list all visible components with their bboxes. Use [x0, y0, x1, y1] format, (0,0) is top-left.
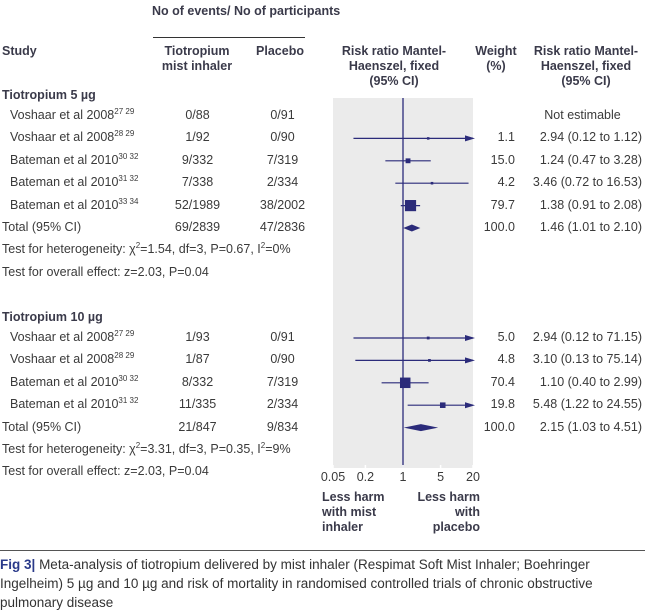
caption-rule — [0, 550, 645, 551]
placebo-events: 7/319 — [266, 152, 299, 167]
tiotropium-events: 52/1989 — [174, 197, 221, 212]
header-events-group: No of events/ No of participants — [152, 4, 341, 18]
x-tick-label: 5 — [437, 470, 445, 484]
ci-arrow — [465, 135, 475, 142]
total-weight: 100.0 — [483, 419, 515, 434]
point-estimate — [405, 158, 411, 164]
tiotropium-events: 1/93 — [185, 330, 210, 344]
xlabel-right: Less harm with placebo — [417, 490, 480, 534]
x-tick-label: 0.05 — [320, 470, 346, 484]
caption-text: Meta-analysis of tiotropium delivered by… — [0, 557, 593, 610]
header-weight: Weight (%) — [475, 44, 517, 73]
ci-arrow — [465, 402, 475, 409]
total-risk-ratio: 2.15 (1.03 to 4.51) — [539, 419, 642, 434]
weight-value: 4.2 — [497, 175, 515, 190]
tiotropium-events: 7/338 — [181, 175, 214, 190]
weight-value: 15.0 — [490, 152, 515, 167]
study-name: Voshaar et al 200828 29 — [10, 351, 135, 367]
risk-ratio-text: 2.94 (0.12 to 1.12) — [539, 130, 642, 145]
point-estimate — [426, 137, 430, 140]
study-name: Bateman et al 201031 32 — [10, 174, 139, 190]
point-estimate — [399, 377, 411, 389]
ci-arrow — [465, 357, 475, 364]
total-tiotropium: 69/2839 — [174, 220, 221, 234]
x-tick-label: 20 — [466, 470, 480, 484]
group-title: Tiotropium 10 µg — [2, 310, 103, 324]
placebo-events: 38/2002 — [259, 197, 306, 212]
placebo-events: 7/319 — [266, 374, 299, 389]
placebo-events: 0/90 — [270, 352, 295, 367]
study-name: Voshaar et al 200828 29 — [10, 129, 135, 145]
header-plot: Risk ratio Mantel-Haenszel, fixed (95% C… — [341, 44, 447, 88]
weight-value: 19.8 — [490, 397, 515, 412]
risk-ratio-text: 3.10 (0.13 to 75.14) — [532, 352, 642, 367]
tiotropium-events: 0/88 — [185, 108, 210, 122]
risk-ratio-text: 1.24 (0.47 to 3.28) — [539, 152, 642, 167]
x-tick-label: 0.2 — [356, 470, 375, 484]
placebo-events: 0/91 — [270, 330, 295, 344]
total-tiotropium: 21/847 — [178, 419, 217, 434]
placebo-events: 2/334 — [266, 397, 299, 412]
risk-ratio-text: 2.94 (0.12 to 71.15) — [532, 330, 642, 344]
overall-effect-test: Test for overall effect: z=2.03, P=0.04 — [2, 264, 209, 279]
total-placebo: 47/2836 — [259, 220, 306, 234]
header-rule — [153, 37, 305, 38]
risk-ratio-text: 1.38 (0.91 to 2.08) — [539, 197, 642, 212]
total-placebo: 9/834 — [266, 419, 299, 434]
heterogeneity-test: Test for heterogeneity: χ2=1.54, df=3, P… — [2, 241, 291, 257]
risk-ratio-text: 5.48 (1.22 to 24.55) — [532, 397, 642, 412]
group-title: Tiotropium 5 µg — [2, 88, 96, 102]
ci-arrow — [465, 335, 475, 341]
pooled-diamond — [403, 224, 421, 232]
xlabel-left: Less harm with mist inhaler — [322, 490, 385, 534]
weight-value: 79.7 — [490, 197, 515, 212]
tiotropium-events: 1/92 — [185, 130, 210, 145]
caption-separator: | — [31, 557, 36, 572]
placebo-events: 2/334 — [266, 175, 299, 190]
risk-ratio-text: 1.10 (0.40 to 2.99) — [539, 374, 642, 389]
tiotropium-events: 8/332 — [181, 374, 214, 389]
weight-value: 70.4 — [490, 374, 515, 389]
study-name: Bateman et al 201033 34 — [10, 196, 139, 212]
placebo-events: 0/91 — [270, 108, 295, 122]
header-placebo: Placebo — [256, 44, 304, 58]
total-risk-ratio: 1.46 (1.01 to 2.10) — [539, 220, 642, 234]
tiotropium-events: 9/332 — [181, 152, 214, 167]
figure-caption: Fig 3| Meta-analysis of tiotropium deliv… — [0, 555, 645, 612]
heterogeneity-test: Test for heterogeneity: χ2=3.31, df=3, P… — [2, 441, 291, 457]
weight-value: 1.1 — [497, 130, 515, 145]
risk-ratio-text: 3.46 (0.72 to 16.53) — [532, 175, 642, 190]
x-tick-label: 1 — [399, 470, 407, 484]
study-name: Bateman et al 201030 32 — [10, 373, 139, 389]
header-study: Study — [2, 44, 37, 58]
caption-label: Fig 3 — [0, 557, 32, 572]
study-name: Voshaar et al 200827 29 — [10, 329, 135, 345]
study-name: Bateman et al 201030 32 — [10, 151, 139, 167]
point-estimate — [404, 200, 417, 212]
weight-value: 4.8 — [497, 352, 515, 367]
study-name: Voshaar et al 200827 29 — [10, 107, 135, 123]
point-estimate — [426, 336, 430, 340]
pooled-diamond — [403, 424, 439, 432]
point-estimate — [428, 359, 431, 362]
total-label: Total (95% CI) — [2, 419, 82, 434]
point-estimate — [439, 402, 446, 408]
study-name: Bateman et al 201031 32 — [10, 396, 139, 412]
weight-value: 5.0 — [497, 330, 515, 344]
tiotropium-events: 11/335 — [178, 397, 217, 412]
header-rr: Risk ratio Mantel-Haenszel, fixed (95% C… — [533, 44, 639, 88]
tiotropium-events: 1/87 — [185, 352, 210, 367]
point-estimate — [430, 181, 434, 185]
total-weight: 100.0 — [483, 220, 515, 234]
total-label: Total (95% CI) — [2, 220, 82, 234]
overall-effect-test: Test for overall effect: z=2.03, P=0.04 — [2, 464, 209, 479]
header-tiotropium: Tiotropium mist inhaler — [161, 44, 233, 73]
placebo-events: 0/90 — [270, 130, 295, 145]
risk-ratio-text: Not estimable — [544, 108, 621, 122]
